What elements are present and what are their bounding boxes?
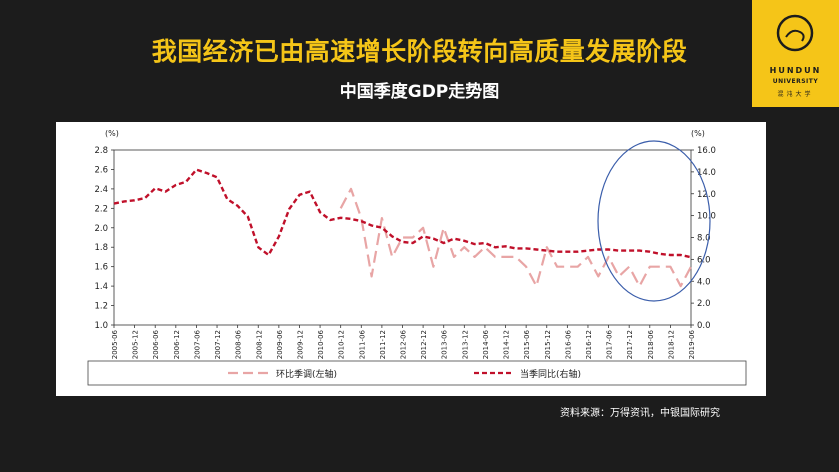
right-tick-label: 6.0	[697, 255, 711, 265]
x-tick-label: 2015-06	[523, 329, 531, 359]
x-tick-label: 2007-06	[193, 329, 201, 359]
slide-subheadline: 中国季度GDP走势图	[339, 82, 500, 102]
x-tick-label: 2006-06	[152, 329, 160, 359]
x-tick-label: 2010-12	[338, 330, 346, 359]
x-tick-label: 2017-12	[626, 330, 634, 359]
right-tick-label: 14.0	[697, 168, 716, 178]
series-line-qoq	[339, 187, 692, 288]
logo-word-university: UNIVERSITY	[772, 78, 819, 85]
legend-label-yoy: 当季同比(右轴)	[520, 368, 581, 380]
left-tick-label: 2.2	[94, 204, 108, 214]
x-tick-label: 2011-12	[379, 330, 387, 359]
x-tick-label: 2005-12	[132, 330, 140, 359]
right-tick-label: 2.0	[697, 299, 711, 309]
logo-circle-icon	[776, 14, 814, 52]
source-note: 资料来源：万得资讯，中银国际研究	[560, 408, 720, 419]
x-tick-label: 2010-06	[317, 329, 325, 359]
logo-word-chinese: 混沌大学	[777, 91, 814, 98]
hundun-logo: HUNDUN UNIVERSITY 混沌大学	[752, 0, 839, 107]
right-tick-label: 16.0	[697, 146, 716, 156]
x-tick-label: 2018-12	[667, 330, 675, 359]
x-tick-label: 2015-12	[544, 330, 552, 359]
highlight-ellipse	[597, 140, 711, 302]
left-tick-label: 1.2	[94, 302, 108, 312]
left-tick-label: 2.6	[94, 165, 108, 175]
x-tick-label: 2017-06	[606, 329, 614, 359]
x-tick-label: 2011-06	[358, 329, 366, 359]
x-tick-label: 2016-12	[585, 330, 593, 359]
x-tick-label: 2009-12	[296, 330, 304, 359]
x-tick-label: 2019-06	[688, 329, 696, 359]
x-tick-label: 2006-12	[173, 330, 181, 359]
x-tick-label: 2008-12	[255, 330, 263, 359]
right-axis: 0.02.04.06.08.010.012.014.016.0	[691, 146, 716, 331]
left-axis-unit: (%)	[105, 129, 119, 138]
gdp-chart: 1.0 1.2 1.4 1.6 1.8 2.0 2.2 2.4 2.6 2.8 0.0 2.0 4.0…	[87, 129, 747, 386]
right-tick-label: 4.0	[697, 277, 711, 287]
chart-legend: 环比季调(左轴) 当季同比(右轴)	[87, 360, 747, 386]
chart-series	[113, 168, 692, 288]
left-axis: 1.0 1.2 1.4 1.6 1.8 2.0 2.2 2.4 2.6 2.8	[94, 146, 114, 331]
left-tick-label: 2.0	[94, 224, 108, 234]
left-tick-label: 1.8	[94, 243, 108, 253]
x-tick-label: 2013-12	[461, 330, 469, 359]
x-tick-label: 2005-06	[111, 329, 119, 359]
x-tick-label: 2014-06	[482, 329, 490, 359]
left-tick-label: 1.4	[94, 282, 108, 292]
right-tick-label: 8.0	[697, 234, 711, 244]
left-tick-label: 2.4	[94, 185, 108, 195]
left-tick-label: 1.0	[94, 321, 108, 331]
x-tick-label: 2007-12	[214, 330, 222, 359]
x-tick-label: 2018-06	[647, 329, 655, 359]
chart-plot-area	[113, 149, 692, 326]
x-tick-label: 2012-06	[400, 329, 408, 359]
x-tick-label: 2013-06	[441, 329, 449, 359]
left-tick-label: 2.8	[94, 146, 108, 156]
x-tick-label: 2008-06	[235, 329, 243, 359]
slide-headline: 我国经济已由高速增长阶段转向高质量发展阶段	[151, 37, 688, 66]
right-tick-label: 10.0	[697, 212, 716, 222]
right-axis-unit: (%)	[691, 129, 705, 138]
right-tick-label: 0.0	[697, 321, 711, 331]
x-tick-label: 2014-12	[503, 330, 511, 359]
x-tick-label: 2012-12	[420, 330, 428, 359]
legend-label-qoq: 环比季调(左轴)	[276, 368, 337, 380]
logo-word-hundun: HUNDUN	[769, 66, 822, 75]
x-axis: 2005-06 2005-12 2006-06 2006-12 2007-06 2007-…	[111, 325, 696, 359]
plot-frame	[113, 149, 692, 326]
chart-panel: 1.0 1.2 1.4 1.6 1.8 2.0 2.2 2.4 2.6 2.8 0.0 2.0 4.0…	[56, 122, 766, 396]
x-tick-label: 2009-06	[276, 329, 284, 359]
left-tick-label: 1.6	[94, 263, 108, 273]
x-tick-label: 2016-06	[564, 329, 572, 359]
